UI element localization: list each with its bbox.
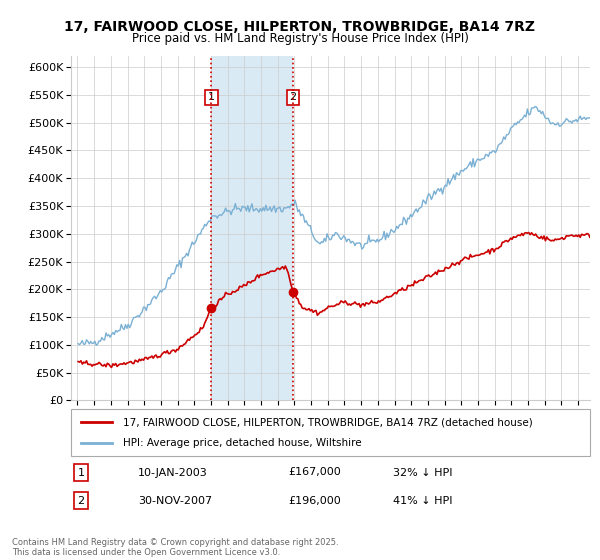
Text: 2: 2 (77, 496, 85, 506)
Text: 32% ↓ HPI: 32% ↓ HPI (392, 468, 452, 478)
Text: Contains HM Land Registry data © Crown copyright and database right 2025.
This d: Contains HM Land Registry data © Crown c… (12, 538, 338, 557)
Text: 1: 1 (77, 468, 85, 478)
Text: 10-JAN-2003: 10-JAN-2003 (138, 468, 208, 478)
Bar (211, 56, 293, 400)
Text: 41% ↓ HPI: 41% ↓ HPI (392, 496, 452, 506)
Text: 17, FAIRWOOD CLOSE, HILPERTON, TROWBRIDGE, BA14 7RZ (detached house): 17, FAIRWOOD CLOSE, HILPERTON, TROWBRIDG… (123, 417, 532, 427)
Text: £196,000: £196,000 (289, 496, 341, 506)
Text: £167,000: £167,000 (289, 468, 341, 478)
Text: 17, FAIRWOOD CLOSE, HILPERTON, TROWBRIDGE, BA14 7RZ: 17, FAIRWOOD CLOSE, HILPERTON, TROWBRIDG… (65, 20, 536, 34)
Text: 2: 2 (290, 92, 296, 102)
Text: 1: 1 (208, 92, 215, 102)
Text: HPI: Average price, detached house, Wiltshire: HPI: Average price, detached house, Wilt… (123, 438, 361, 448)
Text: Price paid vs. HM Land Registry's House Price Index (HPI): Price paid vs. HM Land Registry's House … (131, 32, 469, 45)
FancyBboxPatch shape (71, 409, 590, 456)
Text: 30-NOV-2007: 30-NOV-2007 (138, 496, 212, 506)
